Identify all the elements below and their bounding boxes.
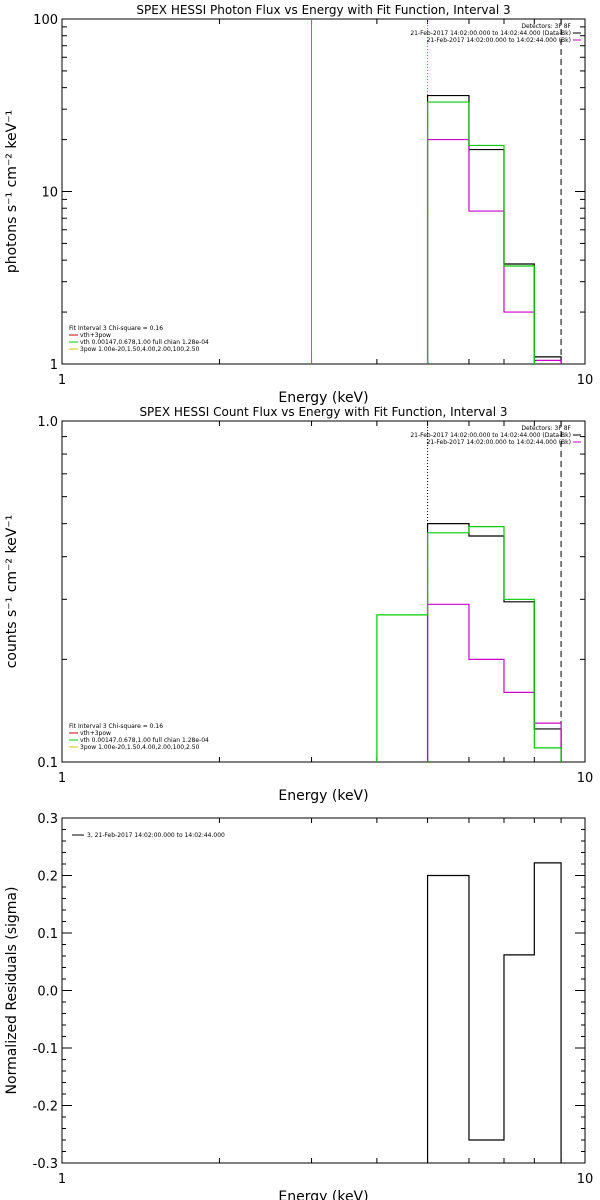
- fit-legend-entry: vth 0.00147,0.678,1.00 full chian 1.28e-…: [80, 339, 209, 346]
- fit-legend-entry: vth+3pow: [80, 730, 111, 737]
- x-tick-label: 10: [577, 373, 594, 388]
- x-axis-label: Energy (keV): [278, 788, 368, 804]
- plot-area: [376, 421, 562, 762]
- y-tick-label: 100: [33, 13, 58, 28]
- series-step-line: [426, 94, 562, 364]
- fit-legend-entry: Fit Interval 3 Chi-square = 0.16: [69, 325, 163, 332]
- y-tick-label: 1.0: [37, 415, 58, 430]
- fit-legend-entry: Fit Interval 3 Chi-square = 0.16: [69, 723, 163, 730]
- y-tick-label: 0.0: [37, 985, 58, 1000]
- series-step-line: [426, 138, 562, 364]
- photon-flux-panel: SPEX HESSI Photon Flux vs Energy with Fi…: [4, 3, 593, 406]
- fit-legend-entry: vth+3pow: [80, 332, 111, 339]
- count-flux-panel: SPEX HESSI Count Flux vs Energy with Fit…: [4, 405, 593, 804]
- y-tick-label: -0.3: [33, 1157, 58, 1172]
- series-step-line: [376, 526, 562, 762]
- x-axis-label: Energy (keV): [278, 1189, 368, 1200]
- x-tick-label: 1: [58, 771, 66, 786]
- chart-title: SPEX HESSI Count Flux vs Energy with Fit…: [139, 405, 507, 419]
- x-tick-label: 1: [58, 1172, 66, 1187]
- plot-frame: [61, 420, 586, 763]
- series-step-line: [426, 523, 562, 762]
- y-tick-label: 1: [50, 358, 58, 373]
- series-step-line: [426, 603, 562, 762]
- y-tick-label: 0.3: [37, 812, 58, 827]
- y-axis-label: Normalized Residuals (sigma): [4, 887, 20, 1095]
- y-tick-label: 0.1: [37, 756, 58, 771]
- y-axis-label: counts s⁻¹ cm⁻² keV⁻¹: [4, 515, 20, 669]
- y-axis-label: photons s⁻¹ cm⁻² keV⁻¹: [4, 110, 20, 273]
- residuals-panel: 1 10 0.3 0.2 0.1 0.0 -0.1 -0.2 -0.3 Energy (keV) N…: [4, 812, 593, 1200]
- x-axis-label: Energy (keV): [278, 390, 368, 406]
- y-tick-label: 0.1: [37, 927, 58, 942]
- x-tick-label: 10: [577, 1172, 594, 1187]
- x-tick-label: 1: [58, 373, 66, 388]
- x-tick-label: 10: [577, 771, 594, 786]
- legend-entry: 3, 21-Feb-2017 14:02:00.000 to 14:02:44.…: [87, 832, 225, 839]
- legend-entry: 21-Feb-2017 14:02:00.000 to 14:02:44.000…: [410, 30, 571, 37]
- legend-entry: 21-Feb-2017 14:02:00.000 to 14:02:44.000…: [427, 37, 571, 44]
- legend-entry: Detectors: 3F 8F: [521, 425, 571, 432]
- fit-legend-entry: 3pow 1.00e-20,1.50,4.00,2.00,100,2.50: [80, 346, 200, 353]
- y-tick-label: 0.2: [37, 870, 58, 885]
- series-step-line: [426, 862, 562, 1163]
- legend-entry: 21-Feb-2017 14:02:00.000 to 14:02:44.000…: [427, 439, 571, 446]
- y-tick-label: -0.1: [33, 1042, 58, 1057]
- y-tick-label: 10: [41, 186, 58, 201]
- chart-title: SPEX HESSI Photon Flux vs Energy with Fi…: [136, 3, 510, 17]
- fit-legend-entry: vth 0.00147,0.678,1.00 full chian 1.28e-…: [80, 737, 209, 744]
- plot-frame: [61, 817, 586, 1164]
- y-tick-label: -0.2: [33, 1100, 58, 1115]
- fit-legend-entry: 3pow 1.00e-20,1.50,4.00,2.00,100,2.50: [80, 744, 200, 751]
- plot-area: [426, 862, 562, 1163]
- plot-area: [311, 19, 562, 364]
- series-step-line: [426, 101, 535, 364]
- legend-entry: 21-Feb-2017 14:02:00.000 to 14:02:44.000…: [410, 432, 571, 439]
- legend-entry: Detectors: 3F 8F: [521, 23, 571, 30]
